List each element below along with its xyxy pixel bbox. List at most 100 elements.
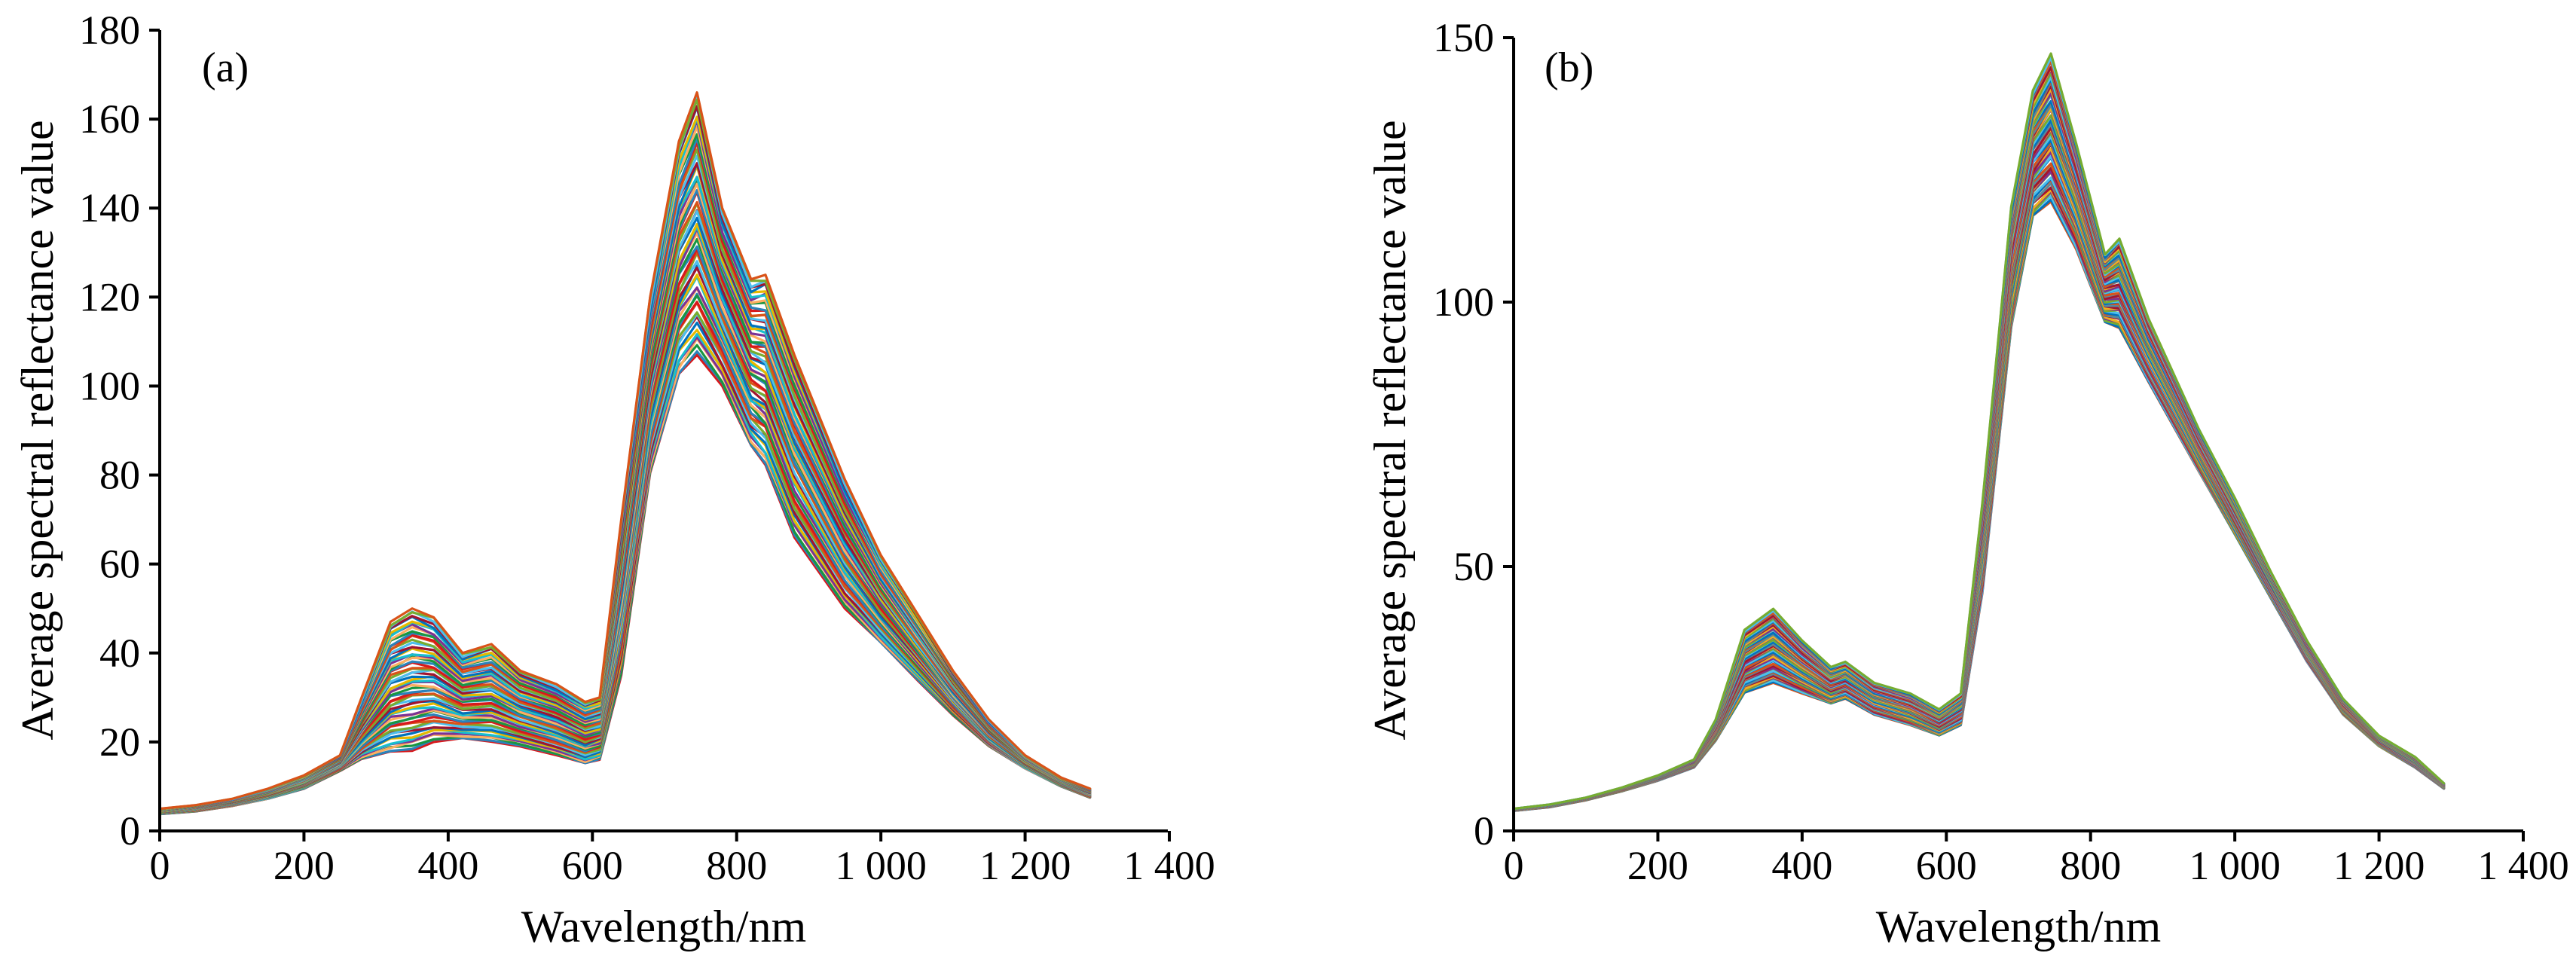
- spectral-curve: [1512, 142, 2446, 811]
- x-tick-label: 800: [706, 843, 767, 888]
- spectral-curve: [1512, 188, 2446, 812]
- spectral-curve: [1512, 135, 2446, 811]
- x-tick-label: 1 200: [979, 843, 1071, 888]
- spectral-curve: [1512, 156, 2446, 812]
- spectral-curve: [1512, 115, 2446, 811]
- panel-a-label: (a): [202, 44, 249, 91]
- panel-b-y-ticks: 0 50 100 150: [1433, 15, 1514, 854]
- spectral-curve: [1512, 170, 2446, 812]
- y-tick-label: 140: [79, 185, 140, 231]
- spectral-curve: [1512, 176, 2446, 812]
- x-tick-label: 1 400: [2477, 843, 2569, 888]
- y-tick-label: 60: [99, 542, 140, 587]
- spectral-curve: [1512, 84, 2446, 811]
- spectral-curve: [1512, 190, 2446, 812]
- x-tick-label: 0: [150, 843, 170, 888]
- spectral-curve: [1512, 129, 2446, 811]
- spectral-curve: [1512, 119, 2446, 811]
- spectral-curve: [1512, 198, 2446, 812]
- spectral-curve: [1512, 60, 2446, 811]
- x-tick-label: 600: [1916, 843, 1977, 888]
- panel-a-x-ticks: 0 200 400 600 800 1 000 1 200 1 400: [150, 831, 1215, 888]
- x-tick-label: 0: [1504, 843, 1524, 888]
- spectral-curve: [1512, 155, 2446, 812]
- panel-b-label: (b): [1545, 44, 1594, 91]
- y-tick-label: 100: [79, 363, 140, 408]
- spectral-curve: [1512, 182, 2446, 812]
- panel-a-x-axis-title: Wavelength/nm: [521, 902, 806, 951]
- panel-a-y-ticks: 0 20 40 60 80 100 120 140 160 180: [79, 8, 160, 854]
- spectral-curve: [1512, 72, 2446, 811]
- panel-b-curves: [1512, 52, 2446, 812]
- y-tick-label: 0: [1474, 808, 1494, 854]
- x-tick-label: 1 000: [835, 843, 927, 888]
- spectral-curve: [1512, 150, 2446, 811]
- x-tick-label: 1 000: [2189, 843, 2281, 888]
- spectral-curve: [1512, 93, 2446, 811]
- spectral-curve: [1512, 200, 2446, 812]
- y-tick-label: 120: [79, 274, 140, 319]
- spectral-curve: [1512, 170, 2446, 812]
- x-tick-label: 400: [1771, 843, 1832, 888]
- spectral-curve: [1512, 80, 2446, 811]
- spectral-curve: [1512, 179, 2446, 812]
- spectral-curve: [1512, 102, 2446, 811]
- spectral-curve: [1512, 127, 2446, 811]
- y-tick-label: 180: [79, 8, 140, 53]
- spectral-curve: [1512, 162, 2446, 812]
- spectral-curve: [1512, 108, 2446, 811]
- spectral-curve: [1512, 75, 2446, 811]
- spectral-curve: [1512, 128, 2446, 811]
- panel-a-curves: [158, 91, 1092, 816]
- spectral-curve: [1512, 123, 2446, 811]
- y-tick-label: 80: [99, 453, 140, 498]
- y-tick-label: 50: [1453, 544, 1494, 589]
- spectral-curve: [1512, 186, 2446, 812]
- x-tick-label: 800: [2060, 843, 2121, 888]
- spectral-curve: [1512, 99, 2446, 811]
- x-tick-label: 200: [273, 843, 335, 888]
- spectral-curve: [1512, 99, 2446, 811]
- spectral-curve: [1512, 147, 2446, 811]
- spectral-curve: [1512, 114, 2446, 811]
- x-tick-label: 1 400: [1123, 843, 1215, 888]
- panel-b-x-axis-title: Wavelength/nm: [1876, 902, 2161, 951]
- panel-b-y-axis-title: Average spectral reflectance value: [1365, 120, 1415, 740]
- spectral-curve: [1512, 55, 2446, 811]
- spectral-curve: [1512, 66, 2446, 811]
- spectral-curve: [1512, 68, 2446, 811]
- spectral-curve: [1512, 118, 2446, 811]
- spectral-curve: [1512, 81, 2446, 811]
- spectral-curve: [1512, 140, 2446, 811]
- spectral-curve: [1512, 166, 2446, 812]
- spectral-curve: [1512, 151, 2446, 811]
- x-tick-label: 1 200: [2333, 843, 2425, 888]
- spectral-curve: [1512, 92, 2446, 811]
- x-tick-label: 200: [1627, 843, 1688, 888]
- spectral-curve: [1512, 66, 2446, 811]
- panel-b-x-ticks: 0 200 400 600 800 1 000 1 200 1 400: [1504, 831, 2569, 888]
- y-tick-label: 20: [99, 719, 140, 765]
- spectral-curve: [1512, 139, 2446, 811]
- spectral-curve: [1512, 131, 2446, 811]
- spectral-curve: [158, 91, 1092, 811]
- spectral-curve: [1512, 166, 2446, 812]
- x-tick-label: 600: [562, 843, 623, 888]
- spectral-curve: [1512, 57, 2446, 811]
- spectral-curve: [1512, 194, 2446, 812]
- spectral-curve: [1512, 191, 2446, 812]
- spectral-curve: [1512, 78, 2446, 811]
- x-tick-label: 400: [417, 843, 478, 888]
- chart-panel-b: 0 200 400 600 800 1 000 1 200 1 400 0 50 100 150 (…: [1365, 15, 2569, 951]
- spectral-curve: [1512, 52, 2446, 811]
- chart-panel-a: 0 200 400 600 800 1 000 1 200 1 400 0 20 40 60 80 10…: [13, 8, 1215, 951]
- spectral-curve: [1512, 87, 2446, 811]
- y-tick-label: 160: [79, 96, 140, 142]
- spectral-curve: [1512, 104, 2446, 811]
- y-tick-label: 100: [1433, 279, 1494, 325]
- y-tick-label: 150: [1433, 15, 1494, 60]
- spectral-curve: [1512, 142, 2446, 811]
- spectral-curve: [1512, 92, 2446, 811]
- y-tick-label: 0: [120, 808, 140, 854]
